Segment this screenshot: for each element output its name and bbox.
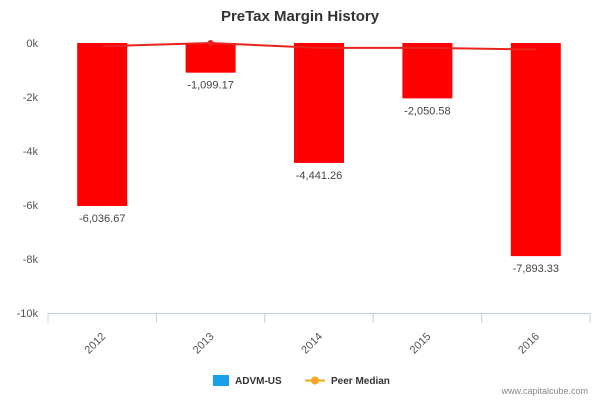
y-tick-label: -8k <box>23 254 39 266</box>
legend: ADVM-US Peer Median <box>213 375 390 387</box>
credit-text: www.capitalcube.com <box>500 386 588 396</box>
legend-marker-peer <box>311 376 319 385</box>
x-tick-label: 2012 <box>83 331 109 357</box>
legend-label-advm: ADVM-US <box>235 376 282 387</box>
legend-swatch-advm <box>213 375 229 386</box>
bar-series <box>77 43 561 257</box>
y-tick-label: -2k <box>23 92 39 104</box>
data-label: -6,036.67 <box>79 213 125 225</box>
data-label: -7,893.33 <box>513 263 559 275</box>
chart-title: PreTax Margin History <box>221 8 380 25</box>
bar <box>510 43 561 257</box>
peer-median-point <box>207 40 214 46</box>
x-tick-label: 2016 <box>516 331 542 357</box>
bar <box>402 43 453 99</box>
data-label: -1,099.17 <box>187 80 233 92</box>
data-label: -4,441.26 <box>296 170 342 182</box>
bar <box>185 43 236 73</box>
bar <box>294 43 344 163</box>
y-tick-label: -4k <box>23 146 39 158</box>
peer-median-line <box>102 41 536 51</box>
y-tick-label: -10k <box>17 308 39 320</box>
data-label: -2,050.58 <box>404 105 450 117</box>
y-tick-label: 0k <box>26 38 38 50</box>
x-tick-label: 2014 <box>299 331 325 357</box>
bar <box>77 43 128 206</box>
x-tick-label: 2015 <box>408 331 434 357</box>
legend-label-peer: Peer Median <box>331 376 390 387</box>
y-tick-label: -6k <box>23 200 39 212</box>
peer-median-series <box>102 40 536 51</box>
data-labels: -6,036.67 -1,099.17 -4,441.26 -2,050.58 -7,8… <box>79 80 559 275</box>
x-tick-label: 2013 <box>191 331 217 357</box>
